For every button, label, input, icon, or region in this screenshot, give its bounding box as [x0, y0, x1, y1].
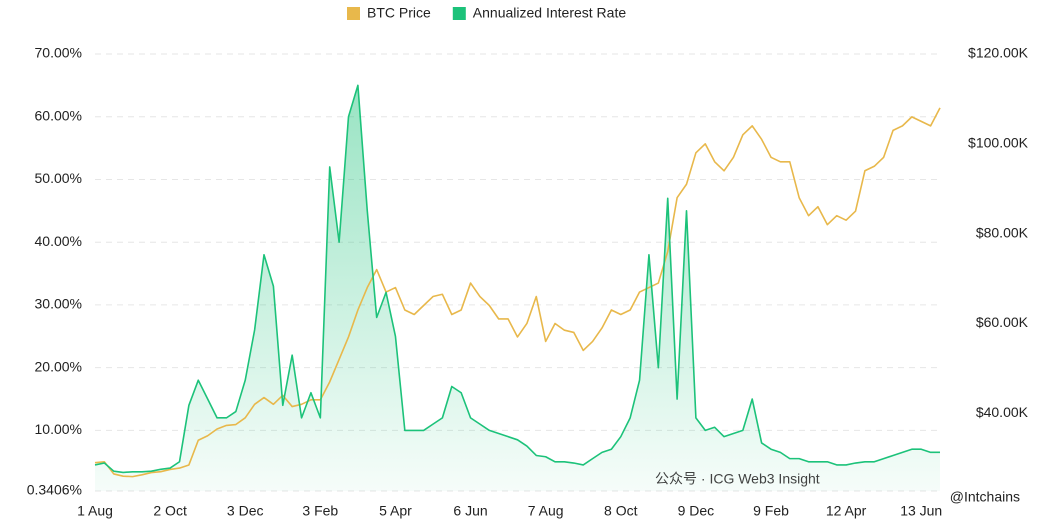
y2-tick-label: $120.00K — [968, 45, 1029, 61]
series-line — [94, 84, 940, 474]
x-tick-label: 9 Dec — [678, 503, 715, 519]
x-tick-label: 1 Aug — [77, 503, 113, 519]
x-tick-label: 7 Aug — [528, 503, 564, 519]
area — [95, 85, 940, 491]
x-tick-label: 13 Jun — [900, 503, 942, 519]
x-tick-label: 3 Feb — [302, 503, 338, 519]
y-tick-label: 50.00% — [35, 170, 82, 186]
x-tick-label: 9 Feb — [753, 503, 789, 519]
y-tick-label: 60.00% — [35, 107, 82, 123]
x-tick-label: 5 Apr — [379, 503, 412, 519]
y2-tick-label: $60.00K — [976, 314, 1029, 330]
watermark: 公众号 · ICG Web3 Insight — [655, 471, 820, 487]
y-tick-label: 30.00% — [35, 296, 82, 312]
y-tick-label: 10.00% — [35, 421, 82, 437]
y-tick-label: 40.00% — [35, 233, 82, 249]
y2-tick-label: $100.00K — [968, 135, 1029, 151]
series-line — [94, 107, 941, 478]
y-tick-label: 20.00% — [35, 358, 82, 374]
x-tick-label: 3 Dec — [227, 503, 264, 519]
y-tick-label: 70.00% — [35, 45, 82, 61]
x-tick-label: 12 Apr — [826, 503, 867, 519]
legend-swatch — [347, 7, 360, 20]
x-tick-label: 6 Jun — [453, 503, 487, 519]
legend-label: Annualized Interest Rate — [473, 5, 627, 21]
watermark: @Intchains — [950, 489, 1020, 505]
legend-swatch — [452, 7, 466, 20]
x-tick-label: 8 Oct — [604, 503, 638, 519]
x-tick-label: 2 Oct — [153, 503, 187, 519]
y-tick-label: 0.3406% — [27, 482, 82, 498]
legend-label: BTC Price — [367, 5, 431, 21]
y2-tick-label: $40.00K — [976, 404, 1029, 420]
y2-tick-label: $80.00K — [976, 224, 1029, 240]
